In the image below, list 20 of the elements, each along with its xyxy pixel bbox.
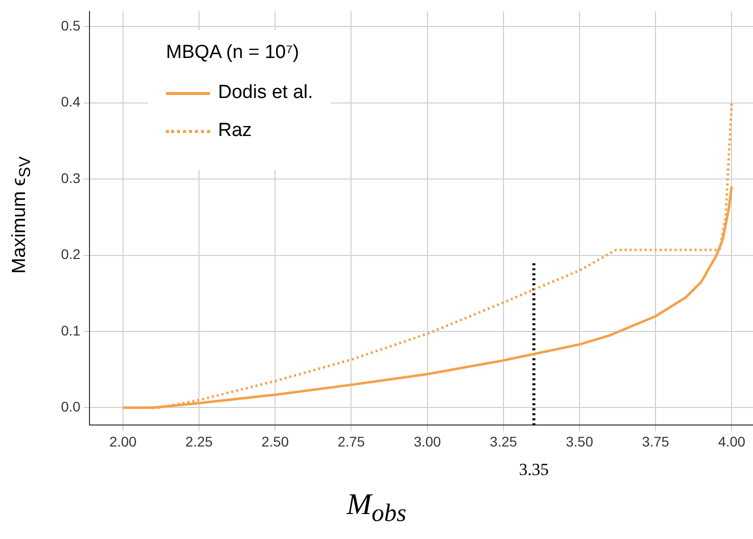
y-tick-label: 0.3 xyxy=(60,170,81,186)
x-tick-label: 2.50 xyxy=(262,433,289,450)
x-tick-label: 2.00 xyxy=(109,433,137,450)
legend-title: MBQA (n = 10⁷) xyxy=(166,42,300,64)
x-tick-label: 3.50 xyxy=(566,433,594,450)
x-tick-label: 3.25 xyxy=(490,433,518,450)
y-tick-label: 0.4 xyxy=(60,94,81,110)
y-tick-label: 0.0 xyxy=(60,398,81,415)
legend-label: Raz xyxy=(218,120,252,142)
legend-label: Dodis et al. xyxy=(218,82,314,104)
x-tick-label: 4.00 xyxy=(718,433,746,450)
y-tick-label: 0.5 xyxy=(60,18,81,34)
y-tick-label: 0.1 xyxy=(60,322,81,338)
x-tick-label: 2.75 xyxy=(338,433,366,450)
text: 3.35 xyxy=(518,460,549,480)
x-tick-label: 2.25 xyxy=(185,433,213,450)
x-axis-title: M$_{obs}$ xyxy=(345,488,408,528)
y-tick-label: 0.2 xyxy=(60,246,81,262)
x-tick-label: 3.00 xyxy=(414,433,442,450)
x-tick-label: 3.75 xyxy=(642,433,670,450)
